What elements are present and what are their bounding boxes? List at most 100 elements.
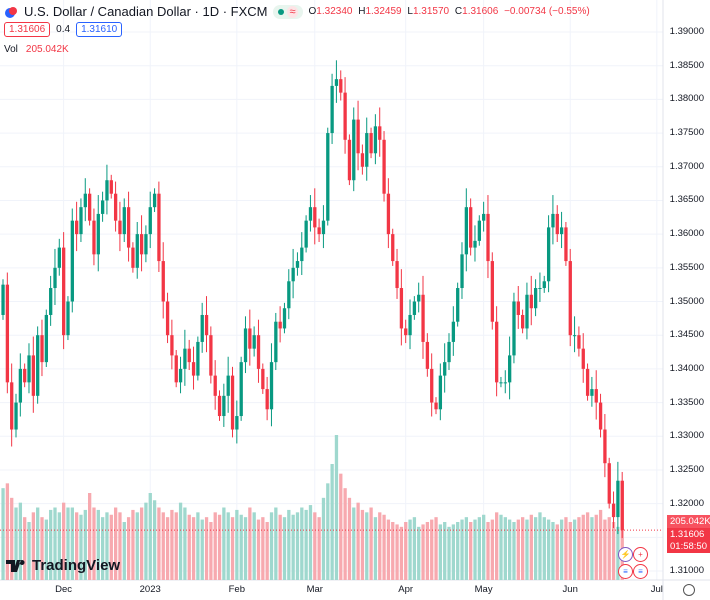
time-tick-label: 2023 — [139, 584, 161, 595]
volume-bar — [594, 514, 598, 580]
canada-event-icon[interactable]: + — [633, 547, 648, 562]
tradingview-logo[interactable]: TradingView — [6, 557, 120, 574]
volume-bar — [213, 512, 217, 580]
candle-body — [404, 328, 408, 336]
candle-body — [243, 328, 248, 363]
candle-body — [616, 480, 620, 518]
price-tick-label: 1.31000 — [669, 565, 704, 576]
candle-body — [438, 375, 443, 410]
price-tick-label: 1.33000 — [669, 430, 704, 442]
price-tick-label: 1.35500 — [669, 261, 704, 273]
volume-bar — [269, 512, 274, 580]
volume-bar — [239, 514, 243, 580]
sell-button[interactable]: 1.31606 — [4, 22, 51, 37]
candle-body — [209, 335, 213, 376]
volume-bar — [430, 519, 434, 580]
volume-bar — [360, 509, 365, 580]
price-tick-label: 1.34500 — [669, 329, 704, 341]
candle-body — [252, 335, 256, 349]
volume-bar — [5, 483, 10, 580]
volume-bar — [278, 514, 282, 580]
volume-bar — [378, 512, 382, 580]
volume-bar — [533, 517, 538, 580]
candle-body — [373, 126, 378, 154]
change-value: −0.00734 (−0.55%) — [504, 6, 590, 17]
volume-bar — [265, 522, 269, 580]
volume-legend: Vol 205.042K — [4, 44, 69, 55]
buy-button[interactable]: 1.31610 — [76, 22, 123, 37]
us-event-icon[interactable]: ≡ — [618, 564, 633, 579]
volume-bar — [252, 512, 256, 580]
candle-body — [529, 294, 533, 309]
candle-body — [395, 261, 399, 289]
candle-body — [269, 362, 274, 410]
candle-body — [490, 261, 494, 322]
candle-body — [66, 301, 70, 336]
lightning-event-icon[interactable]: ⚡ — [618, 547, 633, 562]
candle-body — [10, 382, 14, 430]
volume-bar — [53, 507, 57, 580]
volume-bar — [477, 517, 481, 580]
candle-body — [300, 247, 304, 262]
candle-body — [412, 301, 417, 315]
volume-bar — [486, 522, 490, 580]
candle-body — [49, 288, 53, 315]
candle-body — [620, 480, 624, 531]
volume-price-tag: 205.042K — [667, 515, 710, 528]
symbol-title[interactable]: U.S. Dollar / Canadian Dollar · 1D · FXC… — [24, 4, 268, 19]
candle-body — [70, 220, 74, 302]
volume-bar — [109, 514, 113, 580]
volume-bar — [178, 502, 183, 580]
candle-body — [53, 267, 57, 289]
candle-body — [486, 213, 490, 262]
market-status-badge[interactable]: ≈ — [273, 4, 303, 19]
candle-body — [113, 193, 118, 221]
candle-body — [391, 234, 395, 262]
us-event-icon-2[interactable]: ≡ — [633, 564, 648, 579]
volume-bar — [386, 519, 391, 580]
volume-bar — [469, 522, 473, 580]
low-value: 1.31570 — [412, 6, 450, 17]
volume-bar — [512, 522, 516, 580]
volume-bar — [568, 522, 572, 580]
candle-body — [204, 314, 209, 336]
volume-bar — [261, 517, 265, 580]
candle-body — [36, 335, 40, 396]
volume-bar — [222, 507, 226, 580]
candle-body — [274, 321, 278, 363]
high-label: H — [358, 6, 366, 17]
candle-body — [14, 402, 18, 430]
candle-body — [57, 247, 61, 268]
candle-body — [178, 368, 183, 383]
candle-body — [533, 288, 538, 309]
candle-body — [369, 133, 373, 154]
price-tick-label: 1.38000 — [669, 93, 704, 105]
volume-bar — [546, 519, 551, 580]
volume-bar — [456, 522, 460, 580]
volume-bar — [538, 512, 542, 580]
candle-body — [144, 234, 148, 255]
candle-body — [512, 301, 516, 356]
volume-bar — [287, 509, 291, 580]
candle-body — [135, 234, 139, 268]
candle-body — [148, 207, 152, 235]
candle-body — [360, 153, 365, 167]
volume-bar — [40, 517, 44, 580]
volume-bar — [572, 519, 577, 580]
volume-bar — [62, 502, 66, 580]
volume-bar — [31, 512, 36, 580]
candle-body — [27, 355, 31, 383]
chart-legend: U.S. Dollar / Canadian Dollar · 1D · FXC… — [4, 4, 593, 19]
volume-bar — [581, 514, 585, 580]
candle-body — [170, 335, 174, 356]
close-label: C — [454, 6, 463, 17]
time-tick-label: Mar — [306, 584, 323, 595]
candle-body — [92, 220, 96, 255]
settings-gear-icon[interactable] — [683, 584, 695, 596]
volume-bar — [79, 514, 83, 580]
volume-bar — [365, 512, 369, 580]
usd-cad-flag-icon — [4, 6, 18, 18]
volume-bar — [395, 524, 399, 580]
candle-body — [183, 348, 187, 369]
